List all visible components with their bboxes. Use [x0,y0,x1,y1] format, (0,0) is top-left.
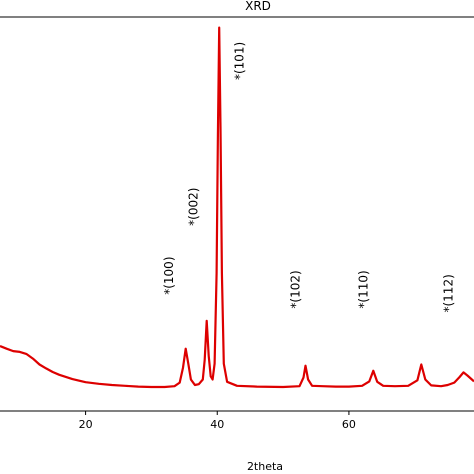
x-tick-label: 60 [342,418,356,431]
peak-label: *(100) [162,256,176,294]
xrd-pattern-line [0,26,474,389]
x-tick-label: 40 [210,418,224,431]
peak-label: *(101) [233,42,247,80]
x-tick-label: 20 [79,418,93,431]
x-axis-label: 2theta [247,460,283,473]
chart-title: XRD [245,0,271,13]
peak-label: *(002) [187,188,201,226]
peak-label: *(112) [441,274,455,312]
plot-layer: 20 40 60 *(101) *(002) *(100) *(102) *(110) *(11… [0,26,474,431]
peak-label: *(110) [356,270,370,308]
peak-label: *(102) [289,270,303,308]
plot-area-frame [0,16,474,412]
